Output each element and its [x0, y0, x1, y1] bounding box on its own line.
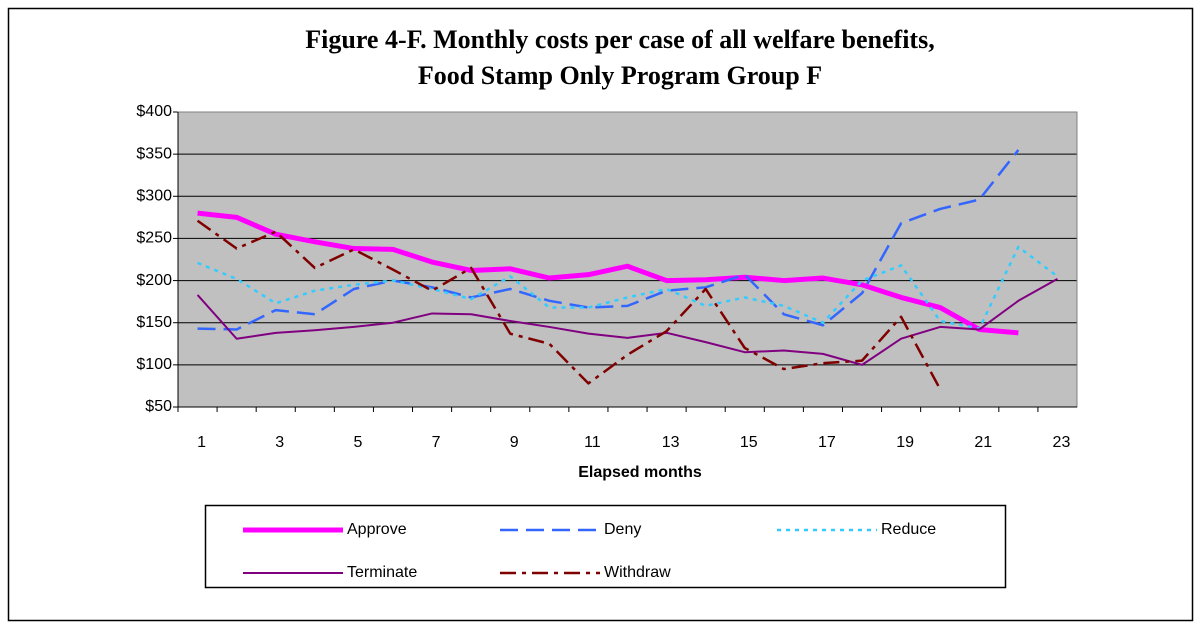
x-axis-label: Elapsed months	[578, 464, 702, 481]
x-tick-label: 15	[740, 434, 758, 451]
x-tick-label: 11	[584, 434, 601, 451]
x-tick-label: 23	[1053, 434, 1071, 451]
y-tick-label: $400	[136, 103, 172, 120]
y-tick-label: $300	[136, 188, 172, 205]
plot-area	[178, 112, 1077, 407]
x-tick-label: 5	[353, 434, 362, 451]
legend-label: Deny	[604, 521, 641, 538]
chart-subtitle: Food Stamp Only Program Group F	[418, 61, 822, 90]
x-tick-label: 1	[197, 434, 206, 451]
series-line	[197, 245, 1059, 330]
series-line	[196, 219, 942, 390]
x-tick-label: 21	[974, 434, 992, 451]
x-tick-label: 7	[432, 434, 441, 451]
x-tick-label: 17	[818, 434, 836, 451]
legend-label: Approve	[347, 521, 407, 538]
x-tick-label: 19	[896, 434, 914, 451]
y-tick-label: $150	[136, 314, 172, 331]
y-tick-label: $200	[136, 272, 172, 289]
y-tick-label: $50	[145, 398, 172, 415]
legend-label: Reduce	[881, 521, 936, 538]
x-tick-label: 13	[662, 434, 680, 451]
x-tick-label: 3	[275, 434, 284, 451]
series-line	[196, 278, 1058, 366]
y-tick-label: $100	[136, 356, 172, 373]
y-tick-label: $250	[136, 230, 172, 247]
legend-label: Terminate	[347, 564, 417, 581]
x-tick-label: 9	[510, 434, 519, 451]
chart-title: Figure 4-F. Monthly costs per case of al…	[305, 25, 934, 54]
legend-label: Withdraw	[604, 564, 671, 581]
series-line	[197, 149, 1020, 331]
y-tick-label: $350	[136, 145, 172, 162]
series-line	[197, 210, 1019, 336]
